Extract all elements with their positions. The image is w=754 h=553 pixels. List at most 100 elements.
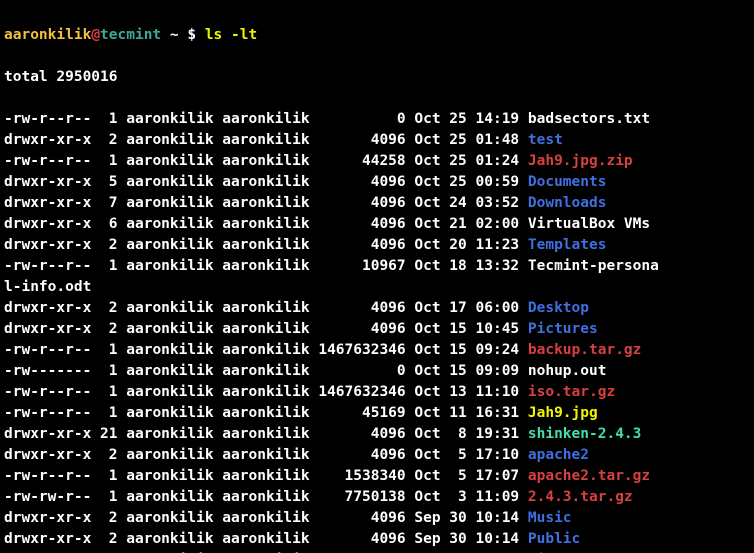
filename-wrap: l-info.odt: [4, 279, 91, 295]
date: Oct 3 11:09: [414, 489, 519, 505]
size: 44258: [318, 153, 405, 169]
filename: shinken-2.4.3: [528, 426, 642, 442]
file-row-wrap: l-info.odt: [4, 277, 750, 298]
link-count: 1: [100, 111, 117, 127]
owner: aaronkilik: [126, 111, 213, 127]
date: Oct 20 11:23: [414, 237, 519, 253]
size: 45169: [318, 405, 405, 421]
file-row: drwxr-xr-x 2 aaronkilik aaronkilik 4096 …: [4, 235, 750, 256]
permissions: drwxr-xr-x: [4, 195, 91, 211]
terminal-output: aaronkilik@tecmint ~ $ ls -lt total 2950…: [0, 0, 754, 553]
owner: aaronkilik: [126, 300, 213, 316]
prompt-host: tecmint: [100, 27, 161, 43]
date: Sep 30 10:14: [414, 531, 519, 547]
size: 10967: [318, 258, 405, 274]
group: aaronkilik: [222, 153, 309, 169]
link-count: 2: [100, 237, 117, 253]
size: 4096: [318, 300, 405, 316]
owner: aaronkilik: [126, 468, 213, 484]
permissions: -rw-r--r--: [4, 153, 91, 169]
size: 4096: [318, 321, 405, 337]
owner: aaronkilik: [126, 405, 213, 421]
file-row: drwxr-xr-x 7 aaronkilik aaronkilik 4096 …: [4, 193, 750, 214]
filename: iso.tar.gz: [528, 384, 615, 400]
filename: 2.4.3.tar.gz: [528, 489, 633, 505]
owner: aaronkilik: [126, 174, 213, 190]
permissions: drwxr-xr-x: [4, 174, 91, 190]
permissions: drwxr-xr-x: [4, 447, 91, 463]
owner: aaronkilik: [126, 195, 213, 211]
file-row: -rw-r--r-- 1 aaronkilik aaronkilik 0 Oct…: [4, 109, 750, 130]
size: 4096: [318, 132, 405, 148]
prompt-line[interactable]: aaronkilik@tecmint ~ $ ls -lt: [4, 25, 750, 46]
filename: Documents: [528, 174, 607, 190]
date: Oct 15 09:24: [414, 342, 519, 358]
owner: aaronkilik: [126, 384, 213, 400]
size: 1467632346: [318, 342, 405, 358]
permissions: -rw-r--r--: [4, 384, 91, 400]
group: aaronkilik: [222, 174, 309, 190]
permissions: drwxr-xr-x: [4, 510, 91, 526]
file-row: -rw-rw-r-- 1 aaronkilik aaronkilik 77501…: [4, 487, 750, 508]
permissions: drwxr-xr-x: [4, 132, 91, 148]
owner: aaronkilik: [126, 342, 213, 358]
file-row: drwxr-xr-x 6 aaronkilik aaronkilik 4096 …: [4, 214, 750, 235]
link-count: 1: [100, 468, 117, 484]
size: 0: [318, 363, 405, 379]
group: aaronkilik: [222, 426, 309, 442]
permissions: drwxr-xr-x: [4, 321, 91, 337]
date: Oct 25 14:19: [414, 111, 519, 127]
date: Oct 21 02:00: [414, 216, 519, 232]
file-row: drwxr-xr-x 5 aaronkilik aaronkilik 4096 …: [4, 172, 750, 193]
file-row: -rw------- 1 aaronkilik aaronkilik 0 Oct…: [4, 361, 750, 382]
owner: aaronkilik: [126, 447, 213, 463]
permissions: -rw-r--r--: [4, 342, 91, 358]
filename: Templates: [528, 237, 607, 253]
date: Oct 24 03:52: [414, 195, 519, 211]
permissions: -rw-rw-r--: [4, 489, 91, 505]
link-count: 2: [100, 321, 117, 337]
file-row: drwxr-xr-x 2 aaronkilik aaronkilik 4096 …: [4, 298, 750, 319]
file-row: drwxr-xr-x 21 aaronkilik aaronkilik 4096…: [4, 424, 750, 445]
size: 4096: [318, 426, 405, 442]
link-count: 2: [100, 132, 117, 148]
link-count: 1: [100, 153, 117, 169]
date: Oct 15 09:09: [414, 363, 519, 379]
file-row: drwxr-xr-x 2 aaronkilik aaronkilik 4096 …: [4, 130, 750, 151]
group: aaronkilik: [222, 489, 309, 505]
filename: test: [528, 132, 563, 148]
size: 1467632346: [318, 384, 405, 400]
file-row: drwxr-xr-x 2 aaronkilik aaronkilik 4096 …: [4, 319, 750, 340]
owner: aaronkilik: [126, 321, 213, 337]
owner: aaronkilik: [126, 363, 213, 379]
permissions: drwxr-xr-x: [4, 300, 91, 316]
filename: Pictures: [528, 321, 598, 337]
size: 4096: [318, 237, 405, 253]
link-count: 1: [100, 405, 117, 421]
prompt-path: ~ $: [161, 27, 205, 43]
permissions: drwxr-xr-x: [4, 237, 91, 253]
size: 1538340: [318, 468, 405, 484]
prompt-user: aaronkilik: [4, 27, 91, 43]
command-text: ls -lt: [205, 27, 257, 43]
date: Oct 25 01:48: [414, 132, 519, 148]
date: Sep 30 10:14: [414, 510, 519, 526]
file-row: drwxr-xr-x 2 aaronkilik aaronkilik 4096 …: [4, 508, 750, 529]
filename: Music: [528, 510, 572, 526]
link-count: 21: [100, 426, 117, 442]
permissions: drwxr-xr-x: [4, 216, 91, 232]
link-count: 1: [100, 258, 117, 274]
file-row: -rw-r--r-- 1 aaronkilik aaronkilik 14676…: [4, 340, 750, 361]
link-count: 2: [100, 300, 117, 316]
group: aaronkilik: [222, 321, 309, 337]
filename: VirtualBox VMs: [528, 216, 650, 232]
group: aaronkilik: [222, 216, 309, 232]
date: Oct 5 17:10: [414, 447, 519, 463]
owner: aaronkilik: [126, 216, 213, 232]
group: aaronkilik: [222, 237, 309, 253]
link-count: 1: [100, 384, 117, 400]
date: Oct 17 06:00: [414, 300, 519, 316]
size: 4096: [318, 195, 405, 211]
date: Oct 25 00:59: [414, 174, 519, 190]
permissions: -rw-r--r--: [4, 111, 91, 127]
